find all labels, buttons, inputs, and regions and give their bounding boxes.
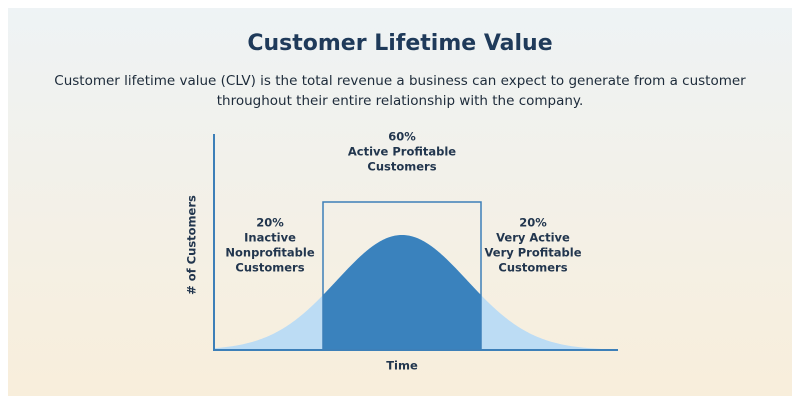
title: Customer Lifetime Value <box>247 31 552 56</box>
segment-label: Customers <box>367 160 436 174</box>
segment-label: Customers <box>498 261 567 275</box>
segment-label: Nonprofitable <box>225 246 314 260</box>
segment-label: Inactive <box>244 231 296 245</box>
segment-percent: 20% <box>519 216 547 230</box>
segment-label: Very Active <box>496 231 570 245</box>
segment-label: Customers <box>235 261 304 275</box>
segment-percent: 60% <box>388 130 416 144</box>
x-axis-label: Time <box>386 359 418 373</box>
y-axis-label: # of Customers <box>185 195 199 295</box>
segment-label: Active Profitable <box>348 145 456 159</box>
curve-middle-area <box>323 235 481 350</box>
segment-percent: 20% <box>256 216 284 230</box>
bell-curve <box>215 235 617 350</box>
segment-label: Very Profitable <box>485 246 582 260</box>
description-line: throughout their entire relationship wit… <box>217 93 584 109</box>
description-line: Customer lifetime value (CLV) is the tot… <box>54 73 746 89</box>
